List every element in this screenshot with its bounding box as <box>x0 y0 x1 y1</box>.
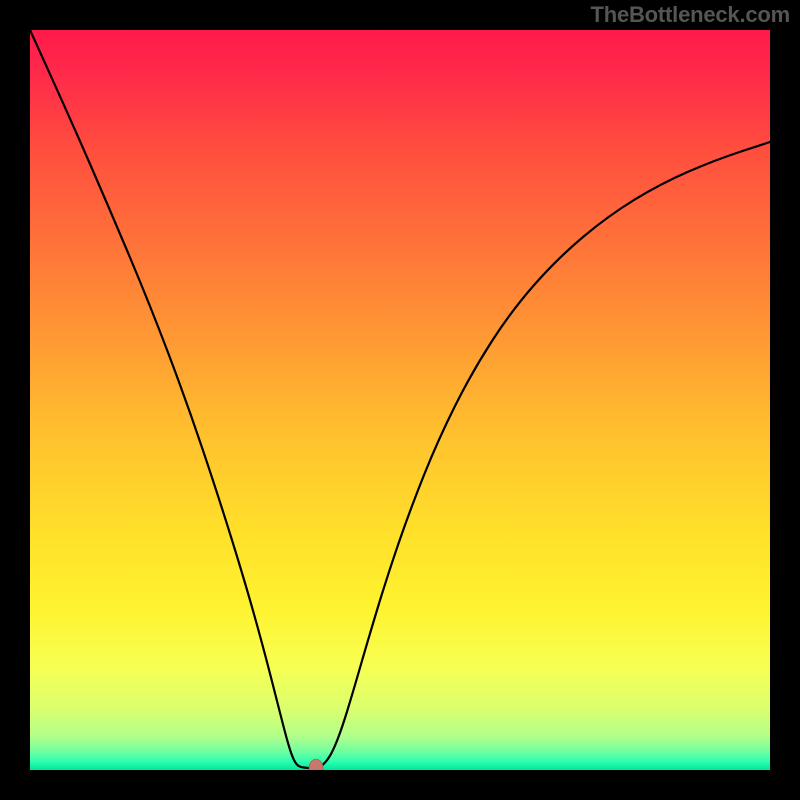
chart-container: TheBottleneck.com <box>0 0 800 800</box>
plot-svg <box>30 30 770 770</box>
plot-area <box>30 30 770 770</box>
gradient-background <box>30 30 770 770</box>
watermark-text: TheBottleneck.com <box>590 2 790 28</box>
